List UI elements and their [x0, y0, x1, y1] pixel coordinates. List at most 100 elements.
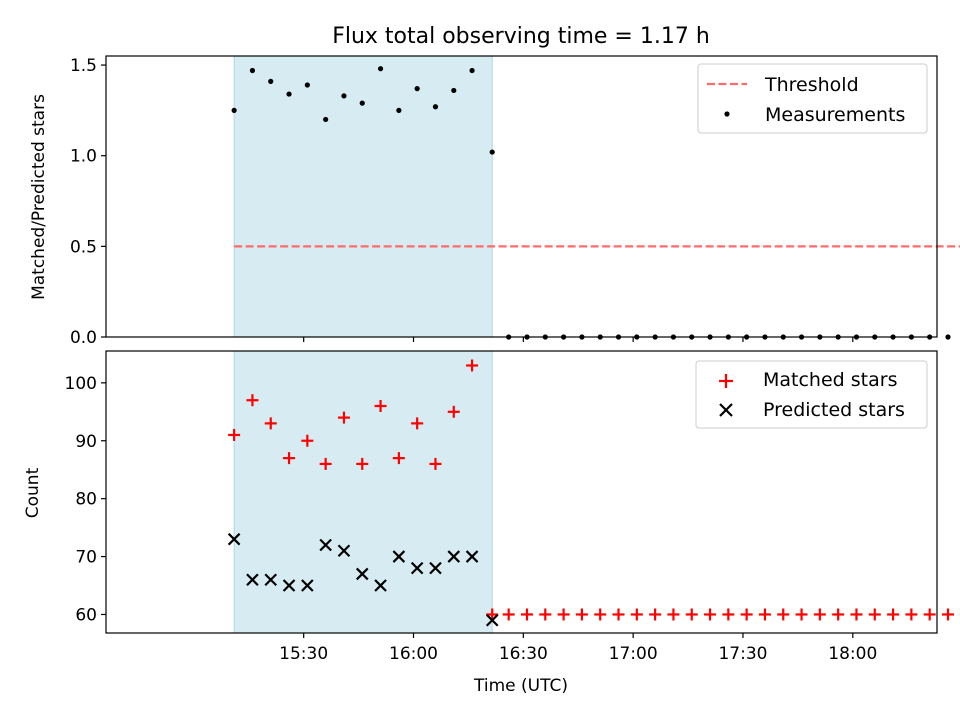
matched-star-point	[795, 608, 808, 621]
predicted-star-point	[429, 561, 442, 575]
predicted-star-point	[355, 567, 369, 581]
matched-star-point	[905, 608, 918, 621]
bottom-legend: Matched stars Predicted stars	[695, 360, 928, 429]
matched-star-point	[594, 608, 607, 621]
matched-star-point	[612, 608, 625, 621]
matched-star-point	[722, 608, 735, 621]
legend-measurements-swatch	[724, 111, 730, 117]
matched-star-point	[264, 417, 277, 430]
measurement-point	[231, 107, 237, 113]
matched-star-point	[411, 417, 424, 430]
predicted-star-point	[282, 579, 296, 592]
bottom-shaded-span	[233, 350, 493, 634]
predicted-star-point	[410, 561, 424, 575]
top-legend: Threshold Measurements	[697, 63, 928, 134]
x-tick-label: 17:30	[718, 644, 767, 664]
matched-star-point	[813, 608, 826, 621]
x-tick-label: 15:30	[279, 644, 328, 664]
bottom-y-tick-label: 100	[65, 374, 97, 394]
matched-star-point	[667, 608, 680, 621]
top-panel: 0.0 0.5 1.0 1.5 Matched/Predicted stars Thr…	[29, 55, 960, 348]
matched-star-point	[740, 608, 753, 621]
matched-star-point	[337, 411, 350, 424]
measurement-point	[268, 78, 274, 84]
measurement-point	[396, 107, 402, 113]
matched-star-point	[685, 608, 698, 621]
bottom-panel: 60 70 80 90 100 15:30 16:00 16:30 17:00 17:30 18:…	[23, 350, 954, 696]
predicted-star-point	[337, 544, 351, 558]
bottom-y-tick-label: 60	[75, 605, 97, 625]
measurement-point	[304, 82, 310, 88]
matched-star-point	[429, 457, 442, 470]
matched-star-point	[923, 608, 936, 621]
measurement-point	[341, 93, 347, 99]
legend-matched-swatch	[719, 374, 733, 388]
top-y-tick-label: 0.0	[70, 328, 97, 348]
matched-star-point	[850, 608, 863, 621]
predicted-star-point	[246, 573, 259, 587]
matched-star-point	[630, 608, 643, 621]
measurement-point	[945, 334, 951, 340]
legend-threshold-label: Threshold	[764, 74, 859, 96]
chart-title: Flux total observing time = 1.17 h	[332, 24, 710, 49]
measurement-point	[469, 67, 475, 74]
measurement-point	[489, 149, 495, 155]
matched-star-point	[447, 405, 460, 418]
measurement-point	[451, 87, 457, 94]
predicted-star-point	[301, 579, 314, 592]
matched-star-point	[758, 608, 771, 621]
measurement-point	[414, 86, 420, 92]
measurement-point	[359, 100, 365, 106]
x-tick-label: 16:30	[499, 644, 548, 664]
measurement-point	[249, 67, 256, 74]
matched-star-point	[502, 608, 515, 621]
legend-measurements-label: Measurements	[765, 104, 905, 126]
top-legend-box	[697, 63, 928, 134]
matched-star-point	[228, 428, 241, 441]
predicted-star-point	[374, 579, 387, 592]
matched-star-point	[868, 608, 881, 621]
matched-star-point	[539, 608, 552, 621]
predicted-star-point	[447, 550, 461, 563]
matched-star-point	[777, 608, 790, 621]
top-y-tick-label: 1.0	[70, 147, 97, 167]
matched-star-point	[520, 608, 533, 621]
top-plot-frame	[105, 55, 938, 338]
matched-star-point	[246, 394, 259, 407]
matched-star-point	[283, 452, 296, 465]
bottom-y-axis-label: Count	[23, 467, 43, 518]
predicted-star-point	[227, 532, 241, 546]
measurement-point	[286, 91, 292, 97]
matched-star-point	[557, 608, 570, 621]
bottom-plot-frame	[105, 350, 938, 634]
legend-predicted-label: Predicted stars	[763, 399, 905, 421]
legend-predicted-swatch	[719, 403, 733, 417]
top-y-tick-label: 0.5	[70, 237, 97, 257]
x-tick-label: 16:00	[389, 644, 438, 664]
bottom-y-tick-label: 90	[75, 432, 97, 452]
legend-matched-label: Matched stars	[763, 369, 897, 391]
predicted-star-point	[264, 573, 278, 587]
matched-star-point	[374, 400, 387, 413]
bottom-y-tick-label: 80	[75, 490, 97, 510]
top-y-axis-label: Matched/Predicted stars	[29, 94, 49, 300]
matched-star-point	[575, 608, 588, 621]
bottom-y-tick-label: 70	[75, 548, 97, 568]
measurement-point	[377, 66, 384, 72]
measurement-point	[323, 116, 329, 123]
x-axis-label: Time (UTC)	[473, 676, 568, 696]
top-shaded-span	[233, 55, 493, 338]
measurement-point	[432, 104, 439, 110]
matched-star-point	[941, 608, 954, 621]
matched-star-point	[649, 608, 662, 621]
predicted-star-point	[485, 613, 499, 627]
matched-star-point	[887, 608, 900, 621]
matched-star-point	[466, 359, 479, 372]
top-y-tick-label: 1.5	[70, 56, 97, 76]
predicted-star-point	[465, 550, 479, 563]
x-tick-label: 17:00	[609, 644, 658, 664]
matched-star-point	[392, 452, 405, 465]
predicted-star-point	[319, 538, 332, 552]
bottom-legend-box	[695, 360, 928, 429]
